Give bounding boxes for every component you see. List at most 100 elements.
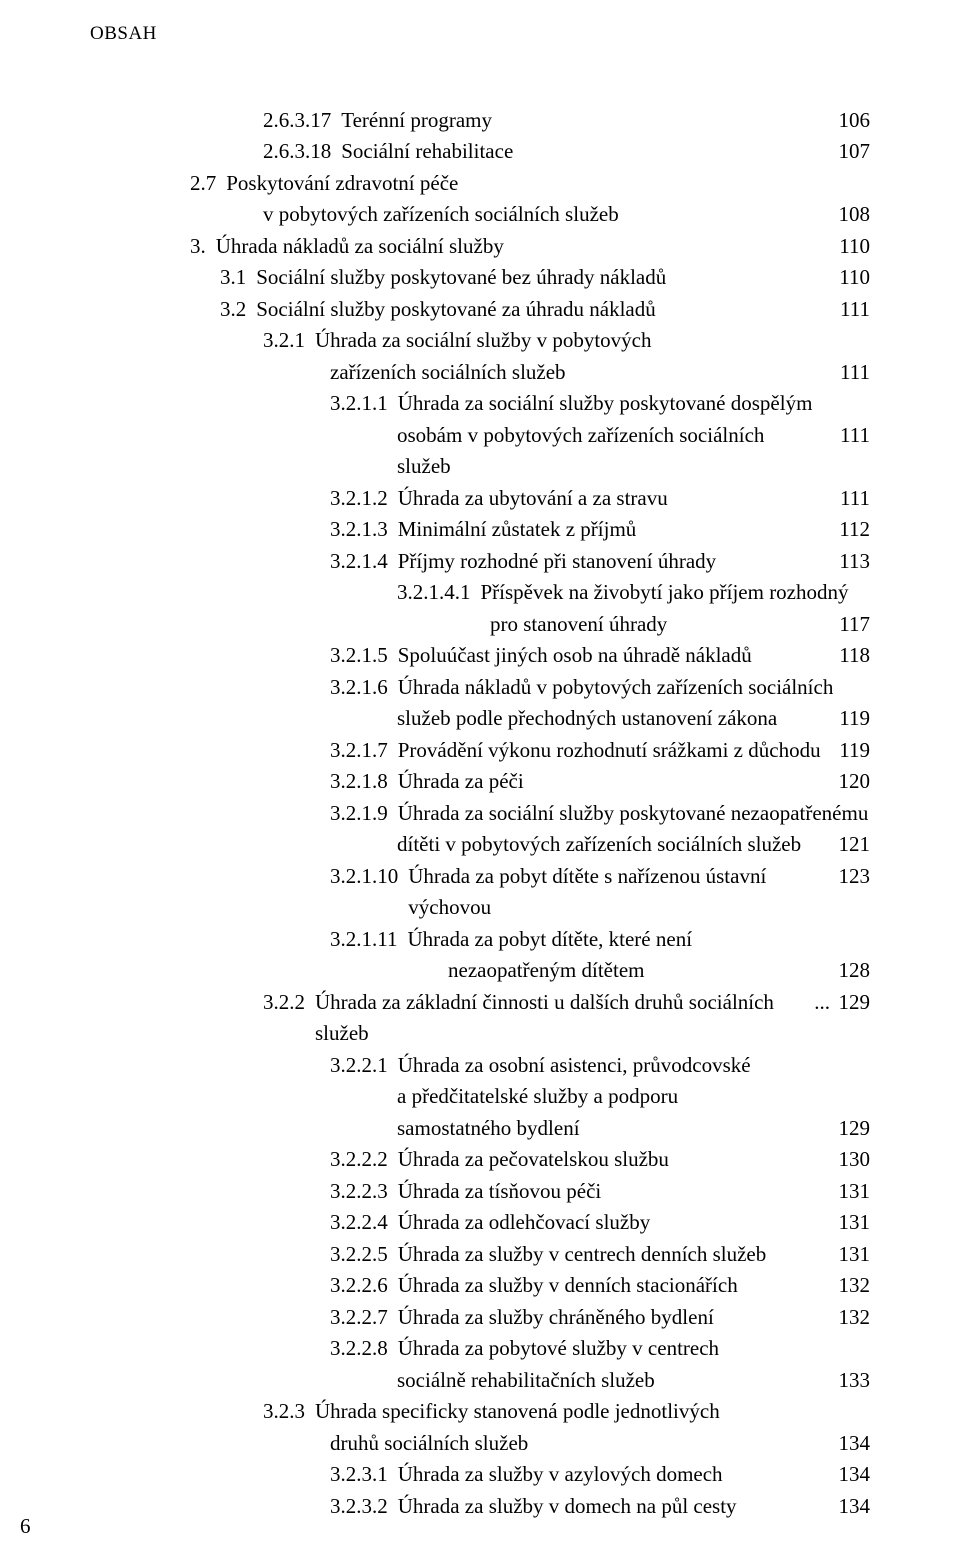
toc-page: 128 [830, 955, 870, 987]
toc-continuation: sociálně rehabilitačních služeb 133 [90, 1365, 870, 1397]
toc-entry: 3.2.2Úhrada za základní činnosti u další… [90, 987, 870, 1050]
toc-entry: 3.2.1.7Provádění výkonu rozhodnutí srážk… [90, 735, 870, 767]
toc-label: Úhrada nákladů v pobytových zařízeních s… [398, 672, 834, 704]
toc-entry: 3.2.1.9Úhrada za sociální služby poskyto… [90, 798, 870, 830]
toc-number: 3.2.1.4 [330, 546, 398, 578]
toc-page: 111 [830, 420, 870, 452]
toc-page: 119 [830, 703, 870, 735]
toc-label: Sociální služby poskytované za úhradu ná… [256, 294, 655, 326]
toc-number: 3.2.1.4.1 [397, 577, 481, 609]
toc-label: druhů sociálních služeb [330, 1428, 528, 1460]
toc-entry: 3.2.2.5Úhrada za služby v centrech denní… [90, 1239, 870, 1271]
toc-number: 3.2.1.1 [330, 388, 398, 420]
toc-page: 107 [830, 136, 870, 168]
toc-label: v pobytových zařízeních sociálních služe… [263, 199, 619, 231]
toc-entry: 3.2.2.3Úhrada za tísňovou péči131 [90, 1176, 870, 1208]
toc-label: Úhrada za sociální služby poskytované ne… [398, 798, 869, 830]
toc-label: Úhrada za služby v denních stacionářích [398, 1270, 738, 1302]
toc-label: Příspěvek na živobytí jako příjem rozhod… [481, 577, 849, 609]
toc-number: 3.2.2.2 [330, 1144, 398, 1176]
toc-continuation: a předčitatelské služby a podporu [90, 1081, 870, 1113]
toc-label: osobám v pobytových zařízeních sociálníc… [397, 420, 822, 483]
toc-entry: 3.2.2.6Úhrada za služby v denních stacio… [90, 1270, 870, 1302]
toc-page: 133 [830, 1365, 870, 1397]
toc-entry: 3.2.1.6Úhrada nákladů v pobytových zaříz… [90, 672, 870, 704]
toc-page: 117 [830, 609, 870, 641]
toc-continuation: služeb podle přechodných ustanovení záko… [90, 703, 870, 735]
toc-page: 129 [830, 987, 870, 1019]
toc-entry: 3.2.3Úhrada specificky stanovená podle j… [90, 1396, 870, 1428]
toc-page: 123 [830, 861, 870, 893]
toc-label: Sociální služby poskytované bez úhrady n… [256, 262, 666, 294]
toc-continuation: dítěti v pobytových zařízeních sociálníc… [90, 829, 870, 861]
toc-continuation: osobám v pobytových zařízeních sociálníc… [90, 420, 870, 483]
toc-continuation: pro stanovení úhrady 117 [90, 609, 870, 641]
toc-entry: 3.2.1.5Spoluúčast jiných osob na úhradě … [90, 640, 870, 672]
toc-number: 3.2.1.11 [330, 924, 407, 956]
toc-page: 111 [830, 483, 870, 515]
table-of-contents: 2.6.3.17Terénní programy 106 2.6.3.18 Sociá… [90, 105, 870, 1523]
toc-label: Minimální zůstatek z příjmů [398, 514, 637, 546]
toc-label: Úhrada za odlehčovací služby [398, 1207, 650, 1239]
toc-label: dítěti v pobytových zařízeních sociálníc… [397, 829, 801, 861]
toc-entry: 2.7Poskytování zdravotní péče [90, 168, 870, 200]
toc-entry: 3.2.1.11Úhrada za pobyt dítěte, které ne… [90, 924, 870, 956]
toc-number: 3.2.2.3 [330, 1176, 398, 1208]
toc-label: Úhrada za sociální služby v pobytových [315, 325, 652, 357]
toc-number: 3.2.1.9 [330, 798, 398, 830]
toc-entry: 3.2.1.10Úhrada za pobyt dítěte s nařízen… [90, 861, 870, 924]
toc-label: samostatného bydlení [397, 1113, 580, 1145]
toc-page: 132 [830, 1270, 870, 1302]
toc-label: pro stanovení úhrady [490, 609, 667, 641]
toc-number: 3.2.2.5 [330, 1239, 398, 1271]
toc-label: Úhrada nákladů za sociální služby [216, 231, 504, 263]
toc-page: 106 [830, 105, 870, 137]
toc-entry: 3.2.2.7Úhrada za služby chráněného bydle… [90, 1302, 870, 1334]
toc-label: Úhrada za služby v domech na půl cesty [398, 1491, 737, 1523]
toc-label: Úhrada specificky stanovená podle jednot… [315, 1396, 720, 1428]
toc-label: Úhrada za pobyt dítěte s nařízenou ústav… [408, 861, 822, 924]
toc-label: Terénní programy [341, 105, 492, 137]
toc-number: 3.2.1.6 [330, 672, 398, 704]
toc-number: 3.2.1.2 [330, 483, 398, 515]
toc-short-leader: ... [814, 987, 830, 1019]
toc-entry: 3.Úhrada nákladů za sociální služby110 [90, 231, 870, 263]
toc-label: Příjmy rozhodné při stanovení úhrady [398, 546, 716, 578]
toc-number: 3.2.2 [263, 987, 315, 1019]
toc-label: Úhrada za ubytování a za stravu [398, 483, 668, 515]
toc-entry: 3.1Sociální služby poskytované bez úhrad… [90, 262, 870, 294]
toc-number: 2.6.3.17 [263, 105, 341, 137]
toc-entry: 3.2.3.1Úhrada za služby v azylových dome… [90, 1459, 870, 1491]
toc-page: 120 [830, 766, 870, 798]
toc-label: nezaopatřeným dítětem [448, 955, 645, 987]
toc-number: 3.2.2.1 [330, 1050, 398, 1082]
toc-label: Úhrada za péči [398, 766, 524, 798]
toc-page: 119 [830, 735, 870, 767]
toc-page: 130 [830, 1144, 870, 1176]
toc-number: 2.6.3.18 [263, 136, 341, 168]
toc-label: služeb podle přechodných ustanovení záko… [397, 703, 777, 735]
toc-entry: 3.2.3.2Úhrada za služby v domech na půl … [90, 1491, 870, 1523]
toc-page: 112 [830, 514, 870, 546]
toc-entry: 3.2.1.2Úhrada za ubytování a za stravu 11… [90, 483, 870, 515]
page-number: 6 [20, 1511, 31, 1543]
toc-page: 121 [830, 829, 870, 861]
toc-page: 129 [830, 1113, 870, 1145]
toc-entry: 3.2.1.4Příjmy rozhodné při stanovení úhr… [90, 546, 870, 578]
toc-page: 134 [830, 1428, 870, 1460]
toc-label: sociálně rehabilitačních služeb [397, 1365, 655, 1397]
toc-entry: 3.2.1.3Minimální zůstatek z příjmů 112 [90, 514, 870, 546]
toc-number: 3.2.1.7 [330, 735, 398, 767]
toc-entry: 3.2.2.4Úhrada za odlehčovací služby131 [90, 1207, 870, 1239]
toc-label: Poskytování zdravotní péče [226, 168, 458, 200]
toc-number: 3. [190, 231, 216, 263]
toc-label: Úhrada za služby v azylových domech [398, 1459, 723, 1491]
toc-number: 3.2.1.8 [330, 766, 398, 798]
toc-number: 3.2.3 [263, 1396, 315, 1428]
toc-number: 2.7 [190, 168, 226, 200]
toc-page: 108 [830, 199, 870, 231]
toc-entry: 3.2.1Úhrada za sociální služby v pobytov… [90, 325, 870, 357]
toc-number: 3.2.1.3 [330, 514, 398, 546]
toc-label: Úhrada za pobytové služby v centrech [398, 1333, 719, 1365]
toc-label: Úhrada za tísňovou péči [398, 1176, 602, 1208]
